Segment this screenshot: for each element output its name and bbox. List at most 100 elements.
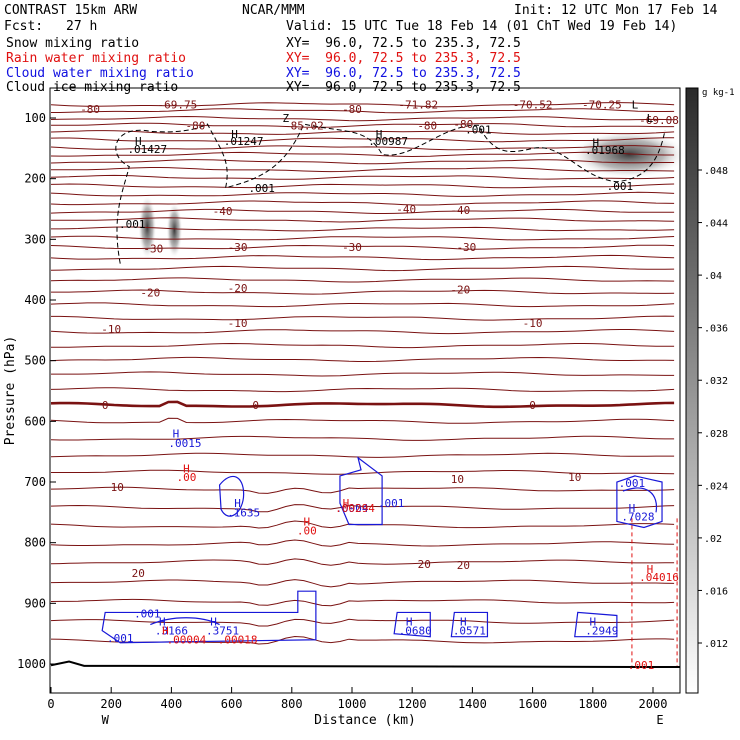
- cloud-water-label: .3166: [155, 625, 188, 638]
- rain-label: .001: [628, 659, 655, 672]
- rain-label: .00: [177, 471, 197, 484]
- isotherm-line: [51, 108, 675, 114]
- field-rain-label: Rain water mixing ratio: [6, 51, 187, 66]
- y-tick-label: 600: [24, 414, 46, 428]
- cloud-water-contour: [616, 475, 663, 529]
- rain-label: .00: [297, 525, 317, 538]
- rain-label: H: [162, 625, 169, 638]
- isotherm-line: [50, 486, 675, 494]
- isotherm-line: [50, 417, 675, 424]
- temperature-label: 20: [132, 567, 145, 580]
- ice-label: H: [231, 128, 238, 141]
- colorbar-bar: [685, 87, 699, 694]
- cloud-water-label: H: [159, 616, 166, 629]
- temperature-label: -40: [213, 205, 233, 218]
- ice-label: H: [592, 136, 599, 149]
- temperature-label: -69.08: [639, 114, 679, 127]
- cloud-water-label: .0571: [453, 625, 486, 638]
- temperature-label: -40: [396, 203, 416, 216]
- temperature-label: -80: [80, 103, 100, 116]
- isotherm-line: [50, 539, 675, 547]
- forecast-value: 27 h: [66, 19, 98, 34]
- isotherm-line: [50, 435, 675, 441]
- cloud-water-contour: [574, 611, 618, 638]
- isotherm-line: [50, 558, 675, 566]
- y-tick-label: 100: [24, 111, 46, 125]
- rain-label: H: [304, 515, 311, 528]
- temperature-label: -80: [417, 119, 437, 132]
- cloud-water-label: .001: [107, 632, 134, 645]
- rain-label: H: [343, 497, 350, 510]
- temperature-label: -71.82: [398, 99, 438, 112]
- ice-label: .00987: [368, 135, 408, 148]
- ice-label: L: [647, 112, 654, 125]
- cloud-water-label: H: [173, 427, 180, 440]
- field-snow-label: Snow mixing ratio: [6, 36, 140, 51]
- temperature-label: -69.75: [158, 99, 198, 112]
- cloud-water-label: .3751: [206, 625, 239, 638]
- isotherm-line: [50, 342, 675, 349]
- isotherm-line: [50, 244, 675, 250]
- cloud-water-label: .7028: [621, 511, 654, 524]
- temperature-label: 10: [568, 471, 581, 484]
- hydrometeor-contours: [101, 123, 678, 666]
- temperature-label: -30: [456, 241, 476, 254]
- isotherm-line: [50, 217, 675, 223]
- colorbar-unit: g kg-1: [702, 88, 735, 98]
- temperature-label: 20: [457, 559, 470, 572]
- colorbar-tick-label: .024: [704, 481, 728, 492]
- rain-label: .00018: [218, 634, 258, 647]
- isotherm-line: [50, 191, 675, 197]
- isotherm-line: [50, 387, 675, 393]
- temperature-label: -40: [450, 204, 470, 217]
- forecast-label: Fcst:: [4, 19, 44, 34]
- ice-label: .001: [119, 218, 146, 231]
- x-tick-label: 1000: [338, 697, 367, 711]
- ice-label: .001: [465, 124, 492, 137]
- cloud-water-label: H: [629, 502, 636, 515]
- cloud-water-label: H: [210, 616, 217, 629]
- cloud-water-label: H: [406, 616, 413, 629]
- x-tick-label: 1600: [518, 697, 547, 711]
- cloud-water-contour: [622, 487, 658, 513]
- isotherm-line: [51, 371, 675, 377]
- rain-label: H: [647, 563, 654, 576]
- init-time: Init: 12 UTC Mon 17 Feb 14: [514, 3, 718, 18]
- temperature-label: -10: [523, 317, 543, 330]
- temperature-label: -10: [228, 317, 248, 330]
- cloud-water-label: .0015: [168, 437, 201, 450]
- x-tick-label: 600: [221, 697, 243, 711]
- x-tick-label: 1200: [398, 697, 427, 711]
- temperature-label: 10: [111, 481, 124, 494]
- isotherm-line: [50, 208, 675, 214]
- field-cloudwater-label: Cloud water mixing ratio: [6, 66, 194, 81]
- rain-label: .04016: [639, 571, 679, 584]
- plot-frame: [49, 87, 681, 694]
- model-title: CONTRAST 15km ARW: [4, 3, 138, 18]
- cloud-water-contour: [339, 456, 383, 526]
- cloud-water-label: H: [234, 497, 241, 510]
- isotherm-line: [51, 122, 675, 128]
- cloud-water-label: .001: [378, 497, 405, 510]
- y-tick-label: 500: [24, 354, 46, 368]
- temperature-label: -85.02: [284, 119, 324, 132]
- cloud-water-label: .001: [619, 477, 646, 490]
- cloud-water-label: H: [589, 616, 596, 629]
- temperature-label: 0: [102, 399, 109, 412]
- colorbar-tick-label: .04: [704, 271, 722, 282]
- temperature-label: -20: [140, 287, 160, 300]
- cloud-water-label: H: [460, 616, 467, 629]
- ice-label: H: [376, 128, 383, 141]
- cloud-water-contour: [450, 611, 489, 638]
- ice-label: .01968: [585, 144, 625, 157]
- field-snow-xy: XY= 96.0, 72.5 to 235.3, 72.5: [286, 36, 521, 51]
- isotherm-line: [50, 200, 675, 206]
- cloud-water-contour: [101, 590, 317, 644]
- colorbar-tick-label: .036: [704, 324, 728, 335]
- y-tick-label: 900: [24, 596, 46, 610]
- temperature-label: -80: [453, 118, 473, 131]
- ice-label: .01247: [224, 135, 264, 148]
- temperature-label: -80: [186, 119, 206, 132]
- temperature-label: -30: [143, 242, 163, 255]
